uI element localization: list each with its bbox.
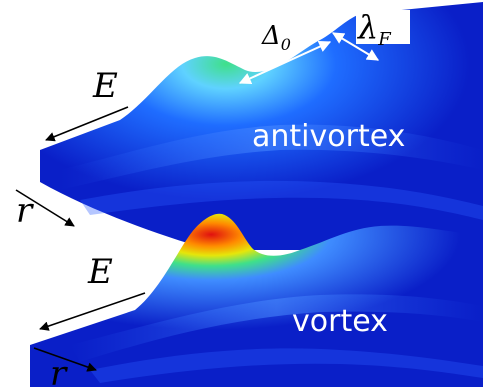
energy-axis-label: E [87,252,113,292]
fermi-wavelength-arrow [331,32,380,61]
antivortex-surface [40,2,483,250]
fermi-wavelength-label: λF [356,8,392,50]
vortex-ridge-band [70,294,483,362]
vortex-surface-panel: E r vortex [30,213,483,387]
radius-axis-label: r [50,354,68,387]
energy-axis-arrow [45,106,129,142]
radius-axis-arrow [33,347,97,372]
fermi-label-background [356,10,410,44]
gap-length-arrow [238,41,332,84]
vortex-surface [30,213,483,387]
radius-axis-label: r [16,191,34,231]
antivortex-surface-panel: E r Δ0 λF antivortex [15,2,483,250]
energy-axis-label: E [92,66,118,106]
energy-axis-arrow [39,292,146,331]
vortex-lower-band [90,348,483,383]
radius-axis-arrow [15,189,75,227]
vortex-label: vortex [292,304,388,339]
gap-label: Δ0 [261,21,291,54]
antivortex-label: antivortex [252,119,405,154]
antivortex-lower-band [80,180,483,220]
antivortex-ridge-band [60,124,483,190]
